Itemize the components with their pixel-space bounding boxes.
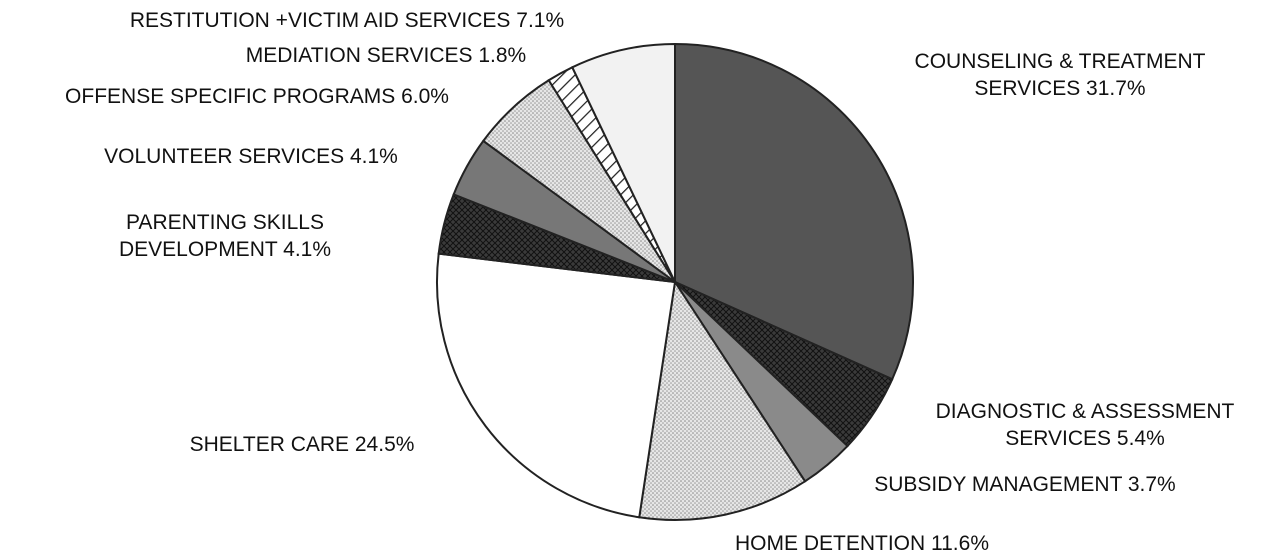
slice-label-line: MEDIATION SERVICES 1.8% <box>246 44 526 67</box>
slice-label-line: HOME DETENTION 11.6% <box>735 532 989 555</box>
slice-label-mediation-services: MEDIATION SERVICES 1.8% <box>246 44 526 67</box>
slice-label-restitution-victim-aid-services: RESTITUTION +VICTIM AID SERVICES 7.1% <box>130 9 564 32</box>
slice-label-line: DEVELOPMENT 4.1% <box>119 238 331 261</box>
slice-label-line: SERVICES 5.4% <box>1005 427 1165 450</box>
slice-label-shelter-care: SHELTER CARE 24.5% <box>190 433 415 456</box>
slice-label-home-detention: HOME DETENTION 11.6% <box>735 532 989 555</box>
slice-label-volunteer-services: VOLUNTEER SERVICES 4.1% <box>104 145 398 168</box>
pie-slice-counseling-treatment-services <box>674 42 914 381</box>
slice-label-diagnostic-assessment-services: DIAGNOSTIC & ASSESSMENT SERVICES 5.4% <box>936 400 1235 450</box>
slice-label-subsidy-management: SUBSIDY MANAGEMENT 3.7% <box>874 473 1175 496</box>
slice-label-line: OFFENSE SPECIFIC PROGRAMS 6.0% <box>65 85 449 108</box>
slice-label-line: PARENTING SKILLS <box>126 211 324 234</box>
pie-slices <box>436 42 914 521</box>
slice-label-parenting-skills-development: PARENTING SKILLS DEVELOPMENT 4.1% <box>119 211 331 261</box>
slice-label-line: SHELTER CARE 24.5% <box>190 433 415 456</box>
slice-label-line: VOLUNTEER SERVICES 4.1% <box>104 145 398 168</box>
slice-label-line: SERVICES 31.7% <box>974 77 1145 100</box>
pie-labels: COUNSELING & TREATMENT SERVICES 31.7% DIAG… <box>65 9 1234 555</box>
slice-label-offense-specific-programs: OFFENSE SPECIFIC PROGRAMS 6.0% <box>65 85 449 108</box>
pie-slice-home-detention <box>638 279 807 521</box>
slice-label-line: COUNSELING & TREATMENT <box>915 50 1206 73</box>
slice-label-line: SUBSIDY MANAGEMENT 3.7% <box>874 473 1175 496</box>
pie-slice-shelter-care <box>436 252 677 519</box>
slice-label-counseling-treatment-services: COUNSELING & TREATMENT SERVICES 31.7% <box>915 50 1206 100</box>
slice-label-line: DIAGNOSTIC & ASSESSMENT <box>936 400 1235 423</box>
slice-label-line: RESTITUTION +VICTIM AID SERVICES 7.1% <box>130 9 564 32</box>
pie-slice-restitution-victim-aid-services <box>570 42 676 283</box>
